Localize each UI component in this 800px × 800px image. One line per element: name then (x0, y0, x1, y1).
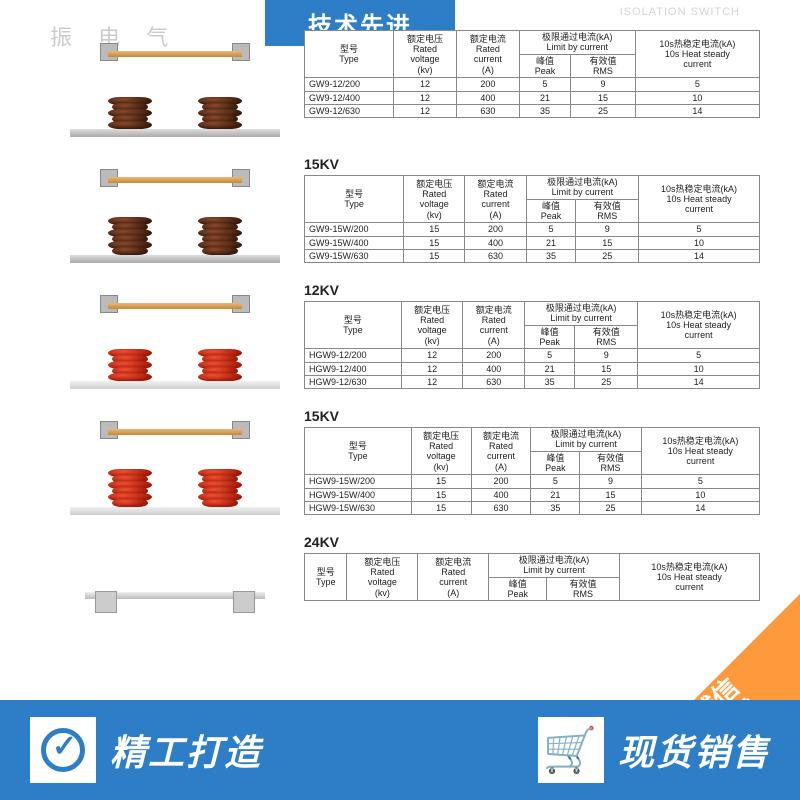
spec-row: HGW9-12/20012200 595 (305, 349, 760, 362)
device-image (60, 413, 290, 523)
spec-row: HGW9-12/63012630 352514 (305, 376, 760, 389)
banner-right-text: 现货销售 (618, 724, 770, 776)
corner-badge: 诚信 可靠 (650, 550, 800, 700)
bottom-banner: 精工打造 🛒 现货销售 (0, 700, 800, 800)
spec-table: 型号Type 额定电压Ratedvoltage(kv) 额定电流Ratedcur… (304, 30, 760, 118)
spec-row: GW9-15W/40015400 211510 (305, 236, 760, 249)
spec-row: GW9-15W/63015630 352514 (305, 250, 760, 263)
spec-row: HGW9-12/40012400 211510 (305, 362, 760, 375)
quality-icon (30, 717, 96, 783)
catalog-page: { "header": { "watermark": "振 电 气", "sub… (0, 0, 800, 800)
banner-left: 精工打造 (30, 717, 262, 783)
section-title: 24KV (304, 534, 760, 550)
banner-left-text: 精工打造 (110, 724, 262, 776)
device-image (75, 559, 275, 619)
section-title: 15KV (304, 156, 760, 172)
cart-icon: 🛒 (538, 717, 604, 783)
product-section: 型号Type 额定电压Ratedvoltage(kv) 额定电流Ratedcur… (50, 30, 760, 150)
device-image (60, 287, 290, 397)
spec-table: 型号Type 额定电压Ratedvoltage(kv) 额定电流Ratedcur… (304, 427, 760, 515)
product-section: 15KV 型号Type 额定电压Ratedvoltage(kv) 额定电流Rat… (50, 408, 760, 528)
spec-row: HGW9-15W/20015200 595 (305, 475, 760, 488)
device-image (60, 35, 290, 145)
spec-row: GW9-12/63012630 352514 (305, 105, 760, 118)
product-section: 12KV 型号Type 额定电压Ratedvoltage(kv) 额定电流Rat… (50, 282, 760, 402)
spec-row: GW9-15W/20015200 595 (305, 223, 760, 236)
device-image (60, 161, 290, 271)
section-title: 12KV (304, 282, 760, 298)
spec-table: 型号Type 额定电压Ratedvoltage(kv) 额定电流Ratedcur… (304, 175, 760, 263)
spec-row: HGW9-15W/63015630 352514 (305, 502, 760, 515)
spec-row: HGW9-15W/40015400 211510 (305, 488, 760, 501)
subtitle-en: ISOLATION SWITCH (620, 6, 740, 18)
spec-row: GW9-12/20012200 595 (305, 78, 760, 91)
product-section: 15KV 型号Type 额定电压Ratedvoltage(kv) 额定电流Rat… (50, 156, 760, 276)
spec-table: 型号Type 额定电压Ratedvoltage(kv) 额定电流Ratedcur… (304, 301, 760, 389)
section-title: 15KV (304, 408, 760, 424)
spec-row: GW9-12/40012400 211510 (305, 91, 760, 104)
banner-right: 🛒 现货销售 (538, 717, 770, 783)
